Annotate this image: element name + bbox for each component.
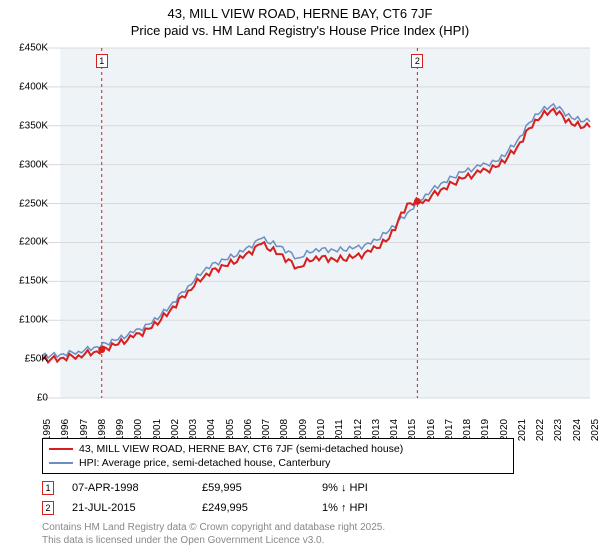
chart-title-line1: 43, MILL VIEW ROAD, HERNE BAY, CT6 7JF	[0, 0, 600, 21]
chart-container: 43, MILL VIEW ROAD, HERNE BAY, CT6 7JF P…	[0, 0, 600, 560]
event-row: 2 21-JUL-2015 £249,995 1% ↑ HPI	[42, 498, 402, 518]
x-tick-label: 2021	[517, 419, 528, 441]
y-tick-label: £300K	[2, 159, 48, 170]
events-table: 1 07-APR-1998 £59,995 9% ↓ HPI 2 21-JUL-…	[42, 478, 402, 518]
x-tick-label: 2024	[572, 419, 583, 441]
y-tick-label: £350K	[2, 120, 48, 131]
legend-item: HPI: Average price, semi-detached house,…	[49, 456, 507, 470]
event-date: 21-JUL-2015	[72, 502, 202, 514]
y-tick-label: £50K	[2, 354, 48, 365]
legend-label: 43, MILL VIEW ROAD, HERNE BAY, CT6 7JF (…	[79, 443, 403, 455]
y-tick-label: £150K	[2, 276, 48, 287]
footer-line: Contains HM Land Registry data © Crown c…	[42, 522, 385, 535]
y-tick-label: £200K	[2, 237, 48, 248]
x-tick-label: 2022	[535, 419, 546, 441]
chart-title-line2: Price paid vs. HM Land Registry's House …	[0, 21, 600, 38]
event-date: 07-APR-1998	[72, 482, 202, 494]
event-marker-icon: 1	[42, 481, 54, 495]
chart-svg	[42, 48, 590, 398]
legend-swatch	[49, 462, 73, 464]
event-delta: 1% ↑ HPI	[322, 502, 402, 514]
event-row: 1 07-APR-1998 £59,995 9% ↓ HPI	[42, 478, 402, 498]
event-marker-box: 1	[96, 54, 108, 68]
event-marker-box: 2	[411, 54, 423, 68]
legend: 43, MILL VIEW ROAD, HERNE BAY, CT6 7JF (…	[42, 438, 514, 474]
y-tick-label: £400K	[2, 81, 48, 92]
event-delta: 9% ↓ HPI	[322, 482, 402, 494]
y-tick-label: £250K	[2, 198, 48, 209]
event-marker-icon: 2	[42, 501, 54, 515]
event-price: £59,995	[202, 482, 322, 494]
legend-swatch	[49, 448, 73, 450]
event-price: £249,995	[202, 502, 322, 514]
legend-item: 43, MILL VIEW ROAD, HERNE BAY, CT6 7JF (…	[49, 442, 507, 456]
y-tick-label: £100K	[2, 315, 48, 326]
y-tick-label: £0	[2, 393, 48, 404]
x-tick-label: 2023	[553, 419, 564, 441]
legend-label: HPI: Average price, semi-detached house,…	[79, 457, 330, 469]
plot-area	[42, 48, 590, 398]
footer-line: This data is licensed under the Open Gov…	[42, 535, 385, 548]
footer: Contains HM Land Registry data © Crown c…	[42, 522, 385, 547]
x-tick-label: 2025	[590, 419, 600, 441]
y-tick-label: £450K	[2, 43, 48, 54]
